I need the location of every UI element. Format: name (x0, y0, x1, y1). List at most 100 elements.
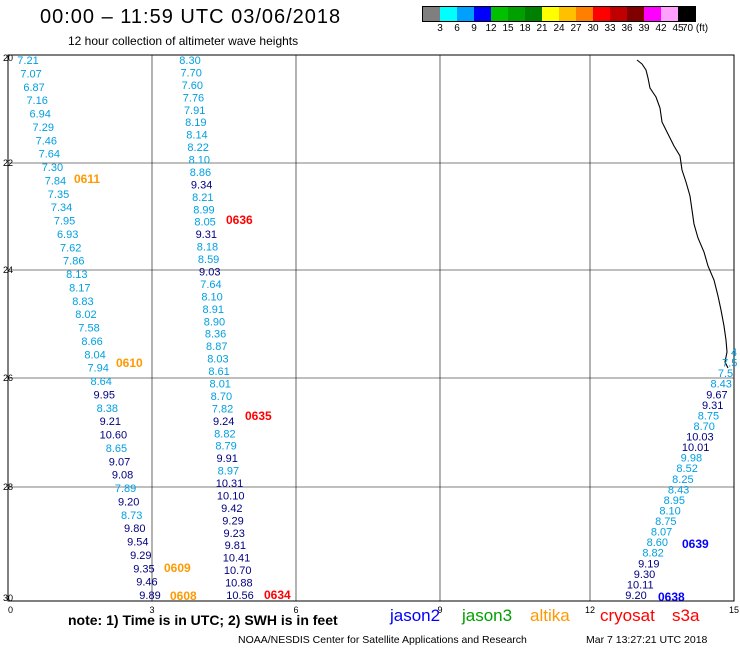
legend-label: 27 (570, 23, 582, 34)
wave-height-value: 8.38 (97, 403, 118, 415)
wave-height-value: 10.11 (627, 579, 654, 591)
wave-height-value: 7.21 (17, 55, 38, 67)
footnote: note: 1) Time is in UTC; 2) SWH is in fe… (68, 612, 338, 628)
wave-height-value: 8.10 (189, 155, 210, 167)
wave-height-value: 9.29 (130, 550, 151, 562)
legend-swatch (627, 7, 644, 21)
wave-height-value: 8.22 (187, 142, 208, 154)
wave-height-value: 9.31 (196, 229, 217, 241)
wave-height-value: 8.87 (206, 341, 227, 353)
wave-height-value: 10.10 (217, 490, 245, 502)
wave-height-value: 8.10 (659, 505, 680, 517)
pass-time-label: 0636 (226, 213, 253, 227)
legend-swatch (423, 7, 440, 21)
wave-height-value: 8.07 (651, 527, 672, 539)
wave-height-value: 7.70 (180, 67, 201, 79)
x-tick-label: 9 (437, 605, 442, 615)
legend-label: 30 (587, 23, 599, 34)
x-tick-label: 3 (149, 605, 154, 615)
map-frame (7, 54, 735, 602)
x-tick-label: 12 (585, 605, 595, 615)
wave-height-value: 9.67 (706, 389, 727, 401)
wave-height-value: 9.54 (127, 537, 148, 549)
wave-height-value: 8.05 (194, 217, 215, 229)
satellite-label-cryosat: cryosat (600, 606, 655, 625)
wave-height-value: 10.41 (223, 553, 251, 565)
wave-height-value: 8.17 (69, 282, 90, 294)
wave-height-value: 8.64 (90, 376, 111, 388)
wave-height-value: 9.19 (638, 558, 659, 570)
wave-height-value: 9.08 (112, 470, 133, 482)
wave-height-value: 7.94 (87, 363, 108, 375)
legend-swatch (678, 7, 695, 21)
satellite-label-s3a: s3a (672, 606, 700, 625)
legend-swatch (559, 7, 576, 21)
wave-height-value: 10.88 (225, 578, 253, 590)
wave-height-value: 9.80 (124, 523, 145, 535)
legend-swatch (491, 7, 508, 21)
wave-height-value: 10.56 (226, 590, 254, 602)
wave-height-value: 9.23 (223, 528, 244, 540)
wave-height-value: 6.93 (57, 229, 78, 241)
legend-swatch (644, 7, 661, 21)
wave-height-value: 10.70 (224, 565, 252, 577)
pass-time-label: 0608 (170, 589, 197, 603)
wave-height-value: 8.66 (81, 336, 102, 348)
satellite-label-jason3: jason3 (462, 606, 513, 625)
pass-time-label: 0635 (245, 409, 272, 423)
wave-height-value: 8.10 (201, 291, 222, 303)
wave-height-value: 8.90 (204, 316, 225, 328)
wave-height-value: 9.46 (136, 577, 157, 589)
wave-height-value: 8.60 (647, 537, 668, 549)
wave-height-value: 7.84 (45, 175, 66, 187)
wave-height-value: 8.97 (218, 466, 239, 478)
wave-height-value: 9.91 (216, 453, 237, 465)
legend-label: 36 (621, 23, 633, 34)
wave-height-value: 8.99 (193, 204, 214, 216)
wave-height-value: 9.89 (139, 590, 160, 602)
wave-height-value: 10.31 (216, 478, 244, 490)
wave-height-value: 8.13 (66, 269, 87, 281)
legend-label: 12 (485, 23, 497, 34)
wave-height-value: 9.29 (222, 515, 243, 527)
wave-height-value: 6.87 (23, 82, 44, 94)
credit-line: NOAA/NESDIS Center for Satellite Applica… (238, 634, 527, 646)
wave-height-value: 8.19 (185, 117, 206, 129)
wave-height-value: 8.21 (192, 192, 213, 204)
satellite-label-jason2: jason2 (390, 606, 441, 625)
wave-height-value: 9.81 (225, 540, 246, 552)
legend-label: 24 (553, 23, 565, 34)
wave-height-value: 9.42 (221, 503, 242, 515)
wave-height-value: 7.82 (212, 403, 233, 415)
wave-height-value: 7.64 (39, 149, 60, 161)
wave-height-value: 8.95 (664, 495, 685, 507)
pass-time-label: 0610 (116, 356, 143, 370)
legend-label: 39 (638, 23, 650, 34)
y-tick-label: 30 (3, 593, 13, 603)
pass-time-label: 0611 (74, 172, 100, 186)
wave-height-value: 7.89 (115, 483, 136, 495)
wave-height-value: 7.58 (78, 323, 99, 335)
legend-swatch (576, 7, 593, 21)
wave-height-value: 9.30 (634, 569, 655, 581)
wave-height-value: 8.79 (215, 441, 236, 453)
satellite-label-altika: altika (530, 606, 570, 625)
wave-height-value: 8.43 (711, 379, 732, 391)
wave-height-value: 8.73 (121, 510, 142, 522)
legend-label: 3 (437, 23, 443, 34)
y-tick-label: 20 (3, 53, 13, 63)
wave-height-value: 7.30 (42, 162, 63, 174)
wave-height-value: 8.75 (698, 410, 719, 422)
wave-height-value: 8.82 (642, 548, 663, 560)
wave-height-value: 8.18 (197, 242, 218, 254)
legend-swatch (593, 7, 610, 21)
pass-time-label: 0639 (682, 537, 709, 551)
wave-height-value: 7.76 (183, 92, 204, 104)
wave-height-value: 8.70 (211, 391, 232, 403)
legend-label: 21 (536, 23, 548, 34)
legend-swatch (525, 7, 542, 21)
legend-label: 18 (519, 23, 531, 34)
legend-label: 9 (471, 23, 477, 34)
wave-height-value: 7.46 (36, 135, 57, 147)
